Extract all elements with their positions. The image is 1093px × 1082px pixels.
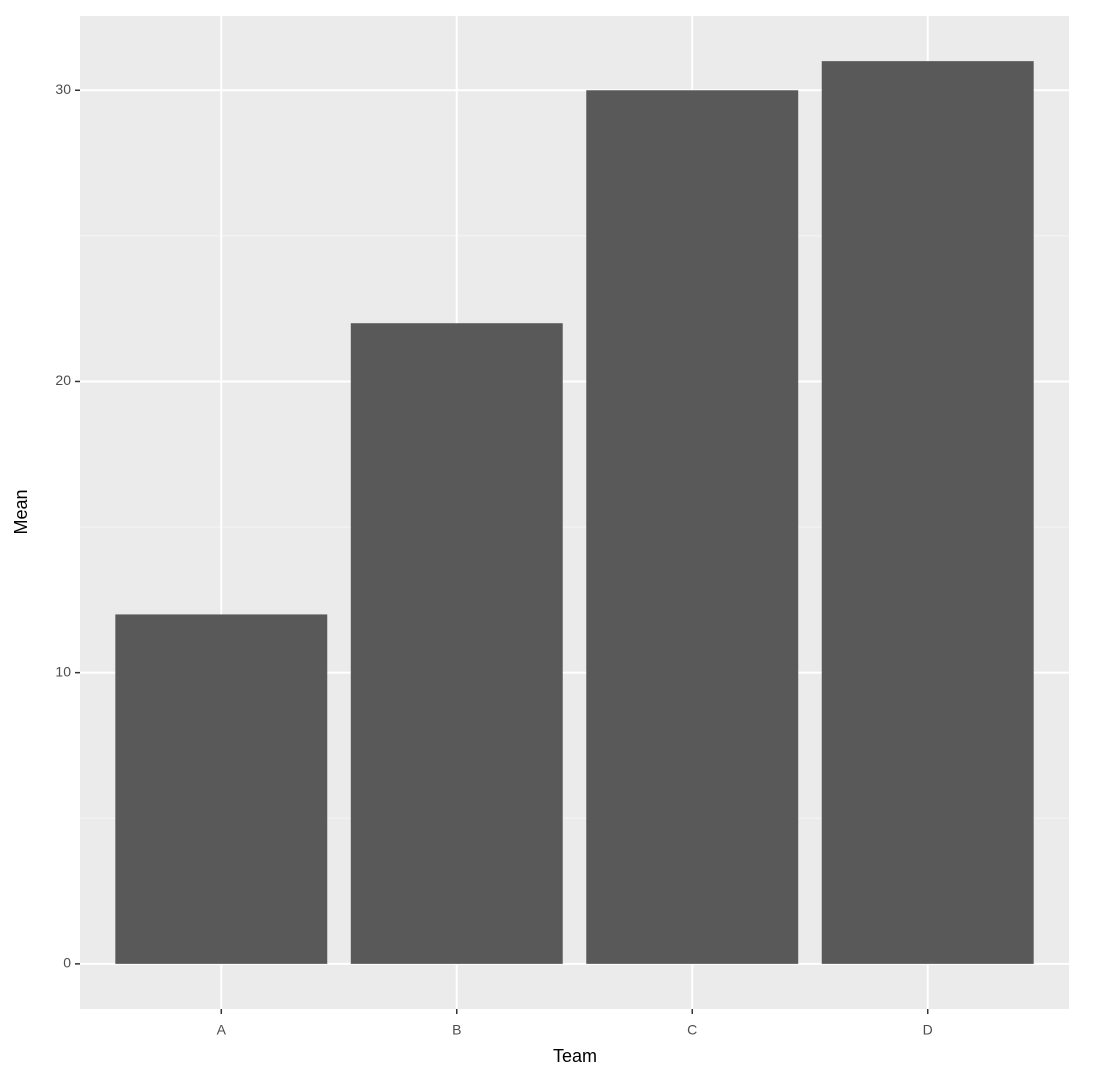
x-tick-label: B [452,1022,461,1038]
bar [821,61,1034,964]
bar [115,614,328,964]
y-tick-label: 0 [63,955,71,971]
y-tick-label: 20 [55,372,71,388]
x-axis-title: Team [553,1046,597,1066]
x-tick-label: D [923,1022,933,1038]
bar [350,323,563,964]
x-tick-label: A [217,1022,227,1038]
x-tick-label: C [687,1022,697,1038]
y-tick-label: 10 [55,663,71,679]
y-tick-label: 30 [55,81,71,97]
y-axis-title: Mean [11,489,31,534]
bar [586,90,799,964]
